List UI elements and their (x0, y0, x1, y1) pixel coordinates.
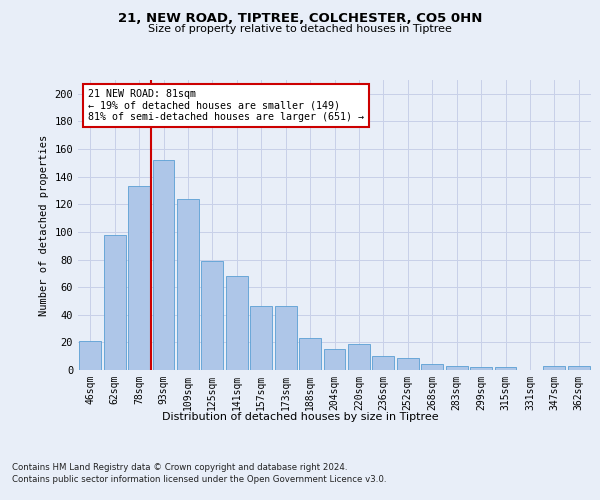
Text: 21, NEW ROAD, TIPTREE, COLCHESTER, CO5 0HN: 21, NEW ROAD, TIPTREE, COLCHESTER, CO5 0… (118, 12, 482, 26)
Bar (446, 366, 467, 370)
Bar (177, 199, 199, 370)
Y-axis label: Number of detached properties: Number of detached properties (39, 134, 49, 316)
Bar (494, 367, 517, 370)
Text: Size of property relative to detached houses in Tiptree: Size of property relative to detached ho… (148, 24, 452, 34)
Bar (323, 350, 346, 370)
Bar (226, 276, 248, 370)
Text: Distribution of detached houses by size in Tiptree: Distribution of detached houses by size … (161, 412, 439, 422)
Bar (250, 306, 272, 370)
Bar (104, 234, 125, 370)
Bar (568, 366, 590, 370)
Bar (79, 341, 101, 370)
Bar (348, 344, 370, 370)
Text: Contains public sector information licensed under the Open Government Licence v3: Contains public sector information licen… (12, 475, 386, 484)
Bar (275, 306, 296, 370)
Text: Contains HM Land Registry data © Crown copyright and database right 2024.: Contains HM Land Registry data © Crown c… (12, 462, 347, 471)
Text: 21 NEW ROAD: 81sqm
← 19% of detached houses are smaller (149)
81% of semi-detach: 21 NEW ROAD: 81sqm ← 19% of detached hou… (88, 88, 364, 122)
Bar (373, 356, 394, 370)
Bar (299, 338, 321, 370)
Bar (152, 160, 175, 370)
Bar (544, 366, 565, 370)
Bar (470, 367, 492, 370)
Bar (128, 186, 150, 370)
Bar (421, 364, 443, 370)
Bar (397, 358, 419, 370)
Bar (202, 261, 223, 370)
